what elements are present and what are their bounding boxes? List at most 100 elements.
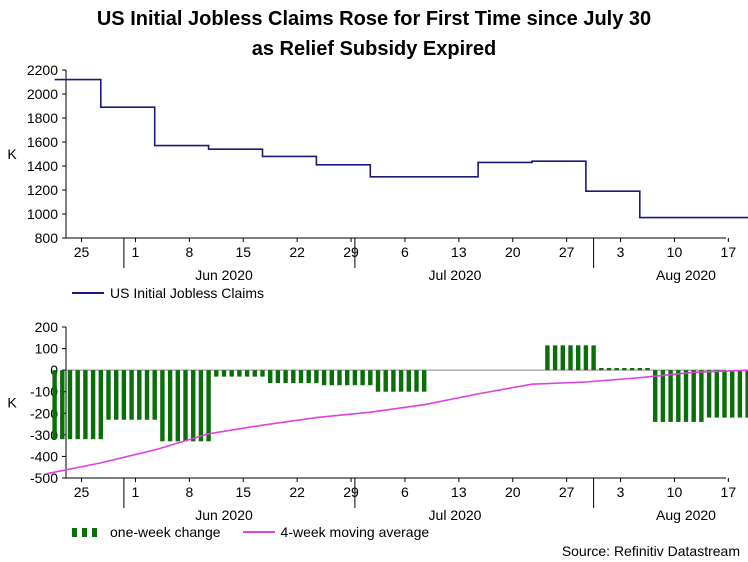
bar-one-week-change: [167, 370, 173, 442]
x-tick-label-bottom: 20: [505, 484, 521, 500]
bar-one-week-change: [244, 370, 250, 377]
y-tick-label-top: 1200: [27, 182, 58, 198]
bar-one-week-change: [398, 370, 404, 392]
bar-one-week-change: [391, 370, 396, 392]
y-tick-label-bottom: -500: [30, 470, 58, 486]
chart-title-line-1: US Initial Jobless Claims Rose for First…: [96, 8, 652, 30]
x-tick-label-top: 6: [401, 244, 409, 260]
bar-one-week-change: [67, 370, 73, 440]
legend-label-claims: US Initial Jobless Claims: [110, 285, 265, 301]
bar-one-week-change: [714, 370, 719, 418]
bar-one-week-change: [653, 370, 658, 422]
bar-one-week-change: [745, 370, 748, 418]
bar-one-week-change: [691, 370, 696, 422]
bar-one-week-change: [183, 370, 188, 442]
chart-title-line-2: as Relief Subsidy Expired: [251, 38, 497, 60]
x-tick-label-top: 1: [132, 244, 140, 260]
bar-one-week-change: [321, 370, 327, 386]
bar-one-week-change: [706, 370, 712, 418]
month-label-top: Jun 2020: [195, 267, 253, 283]
legend-line-claims: [72, 292, 104, 294]
bar-one-week-change: [206, 370, 211, 442]
legend-bottom: one-week change 4-week moving average: [72, 524, 429, 540]
bar-one-week-change: [221, 370, 227, 377]
bar-one-week-change: [668, 370, 673, 422]
bar-one-week-change: [683, 370, 689, 422]
x-tick-label-bottom: 17: [721, 484, 737, 500]
x-tick-label-top: 27: [559, 244, 575, 260]
bar-one-week-change: [622, 367, 627, 371]
x-tick-label-bottom: 22: [289, 484, 305, 500]
legend-top: US Initial Jobless Claims: [72, 285, 264, 301]
bar-one-week-change: [90, 370, 96, 440]
bar-one-week-change: [314, 370, 319, 384]
month-label-bottom: Jul 2020: [429, 507, 482, 523]
bar-one-week-change: [337, 370, 342, 386]
month-label-top: Aug 2020: [656, 267, 716, 283]
y-axis-label-bottom: K: [7, 395, 17, 411]
bar-one-week-change: [368, 370, 373, 386]
bar-one-week-change: [106, 370, 111, 420]
y-tick-label-bottom: 100: [35, 341, 59, 357]
bar-one-week-change: [406, 370, 411, 392]
x-tick-label-top: 3: [617, 244, 625, 260]
bar-one-week-change: [576, 345, 581, 371]
bar-one-week-change: [291, 370, 296, 384]
bar-one-week-change: [345, 370, 350, 386]
x-tick-label-top: 10: [667, 244, 683, 260]
bar-one-week-change: [329, 370, 334, 386]
y-tick-label-top: 2200: [27, 62, 58, 78]
y-tick-label-top: 1600: [27, 134, 58, 150]
y-tick-label-bottom: -200: [30, 405, 58, 421]
bar-one-week-change: [114, 370, 119, 420]
bar-one-week-change: [591, 345, 596, 371]
x-tick-label-top: 17: [721, 244, 737, 260]
bar-one-week-change: [52, 370, 57, 440]
bar-one-week-change: [552, 345, 558, 371]
y-tick-label-top: 1800: [27, 110, 58, 126]
month-label-bottom: Aug 2020: [656, 507, 716, 523]
y-tick-label-top: 800: [35, 230, 59, 246]
bar-one-week-change: [144, 370, 150, 420]
bar-one-week-change: [229, 370, 234, 377]
series-line-jobless-claims: [54, 78, 748, 219]
bar-one-week-change: [352, 370, 358, 386]
x-tick-label-bottom: 15: [235, 484, 251, 500]
bar-one-week-change: [360, 370, 365, 386]
x-tick-label-bottom: 1: [132, 484, 140, 500]
bar-one-week-change: [606, 367, 612, 371]
bar-one-week-change: [260, 370, 265, 377]
bar-one-week-change: [214, 370, 219, 377]
x-tick-label-bottom: 8: [185, 484, 193, 500]
bar-one-week-change: [568, 345, 573, 371]
bar-one-week-change: [629, 367, 635, 371]
legend-line-ma: [242, 531, 275, 533]
x-tick-label-top: 20: [505, 244, 521, 260]
y-tick-label-top: 1000: [27, 206, 58, 222]
chart-title: US Initial Jobless Claims Rose for First…: [0, 4, 748, 64]
bar-one-week-change: [560, 345, 565, 371]
x-tick-label-top: 15: [235, 244, 251, 260]
bar-one-week-change: [191, 370, 196, 442]
bar-one-week-change: [722, 370, 727, 418]
bar-one-week-change: [268, 370, 273, 384]
y-tick-label-bottom: -100: [30, 384, 58, 400]
y-tick-label-top: 1400: [27, 158, 58, 174]
source-note: Source: Refinitiv Datastream: [561, 543, 740, 559]
x-tick-label-top: 8: [185, 244, 193, 260]
bar-one-week-change: [414, 370, 419, 392]
bar-one-week-change: [252, 370, 257, 377]
bar-one-week-change: [730, 370, 735, 418]
bar-one-week-change: [306, 370, 311, 384]
x-tick-label-bottom: 27: [559, 484, 575, 500]
bar-one-week-change: [660, 370, 666, 422]
x-tick-label-bottom: 13: [451, 484, 467, 500]
x-tick-label-top: 29: [343, 244, 359, 260]
bar-one-week-change: [422, 370, 427, 392]
bar-one-week-change: [83, 370, 88, 440]
y-tick-label-bottom: 200: [35, 319, 59, 335]
bar-one-week-change: [637, 367, 642, 371]
series-line-moving-average: [46, 369, 748, 475]
y-tick-label-bottom: -300: [30, 427, 58, 443]
